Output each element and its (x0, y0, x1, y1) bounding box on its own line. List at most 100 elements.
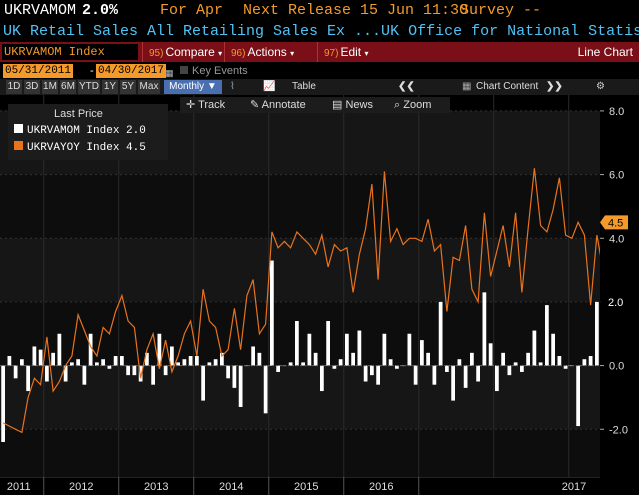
bar-mom (270, 260, 274, 366)
bar-mom (388, 359, 393, 366)
legend-item-yoy[interactable]: UKRVAYOY Index 4.5 (14, 141, 146, 154)
key-events-toggle[interactable]: Key Events (180, 63, 248, 79)
bar-mom (76, 359, 80, 366)
security-description: UK Retail Sales All Retailing Sales Ex .… (0, 22, 639, 42)
bar-mom (557, 356, 562, 366)
frequency-dropdown[interactable]: Monthly ▼ (164, 80, 222, 94)
bar-mom (163, 365, 168, 376)
x-tick-label: 2017 (562, 481, 586, 493)
legend-title: Last Price (54, 108, 103, 120)
bar-mom (457, 359, 462, 366)
security-input[interactable]: UKRVAMOM Index (2, 44, 138, 60)
y-tick-label: 4.0 (609, 233, 624, 245)
plot-band (0, 429, 600, 477)
edit-button[interactable]: 97) Edit ▾ (317, 42, 369, 62)
bar-mom (70, 362, 74, 366)
bar-mom (363, 365, 368, 382)
start-date-input[interactable]: 05/31/2011 (3, 64, 74, 78)
bar-mom (370, 365, 374, 376)
bar-mom (238, 365, 243, 407)
bar-mom (376, 365, 380, 385)
zoom-button[interactable]: ⌕ Zoom (394, 99, 432, 111)
period-max[interactable]: Max (138, 80, 160, 94)
bar-mom (338, 359, 343, 366)
end-date-input[interactable]: 04/30/2017 (96, 64, 167, 78)
bar-mom (107, 365, 112, 369)
bar-mom (13, 365, 18, 379)
period-5y[interactable]: 5Y (120, 80, 136, 94)
bar-mom (401, 365, 405, 367)
period-3d[interactable]: 3D (24, 80, 40, 94)
chart-plot-area[interactable] (0, 95, 600, 477)
bar-mom (307, 333, 312, 366)
chart-toolbar: UKRVAMOM Index 95) Compare ▾ 96) Actions ▾… (0, 42, 639, 62)
x-tick-label: 2016 (369, 481, 393, 493)
for-period: For Apr (160, 2, 224, 19)
bar-mom (513, 362, 518, 366)
bar-mom (232, 365, 237, 388)
bar-mom (51, 352, 55, 366)
compare-button[interactable]: 95) Compare ▾ (142, 42, 222, 62)
bar-mom (82, 365, 87, 385)
table-button[interactable]: Table (292, 81, 316, 92)
legend-item-mom[interactable]: UKRVAMOM Index 2.0 (14, 124, 146, 137)
bar-mom (426, 352, 430, 366)
expand-icon[interactable]: ❯❯ (546, 81, 563, 92)
actions-button[interactable]: 96) Actions ▾ (224, 42, 294, 62)
bar-mom (551, 333, 555, 366)
bar-mom (582, 359, 587, 366)
bar-mom (1, 365, 5, 442)
bar-mom (32, 346, 37, 366)
bar-mom (295, 321, 299, 366)
bar-mom (7, 356, 12, 366)
bar-mom (595, 301, 599, 366)
pencil-icon: ✎ (250, 99, 260, 111)
line-yoy (2, 168, 600, 434)
bar-mom (532, 330, 537, 366)
ticker-label: UKRVAMOM (4, 2, 77, 19)
x-tick-label: 2015 (294, 481, 318, 493)
bar-mom (188, 356, 193, 366)
bar-mom (313, 352, 318, 366)
bar-mom (470, 352, 474, 366)
bar-mom (501, 352, 505, 366)
bar-mom (26, 365, 30, 392)
collapse-icon[interactable]: ❮❮ (398, 81, 415, 92)
bar-mom (245, 365, 249, 367)
news-icon: ▤ (332, 99, 343, 111)
calendar-icon[interactable]: ▦ (165, 68, 174, 78)
gear-icon[interactable]: ⚙ (596, 81, 605, 92)
bar-mom (101, 359, 105, 366)
news-button[interactable]: ▤ News (332, 99, 373, 111)
bar-mom (63, 365, 68, 382)
plot-band (0, 238, 600, 302)
line-chart-icon[interactable]: ⌇ (230, 81, 235, 92)
plot-band (0, 301, 600, 366)
last-tag-mom-label: 2.0 (608, 297, 623, 309)
period-6m[interactable]: 6M (60, 80, 76, 94)
bar-mom (95, 362, 99, 366)
chart-style-icon[interactable]: 📈 (263, 81, 276, 92)
period-ytd[interactable]: YTD (78, 80, 100, 94)
last-tag-yoy-label: 4.5 (608, 217, 623, 229)
x-tick-label: 2014 (219, 481, 243, 493)
bar-mom (120, 356, 124, 366)
bar-mom (545, 305, 549, 366)
track-button[interactable]: ✛ Track (186, 99, 226, 111)
bar-mom (432, 365, 437, 385)
period-1d[interactable]: 1D (6, 80, 22, 94)
chart-legend: Last Price UKRVAMOM Index 2.0 UKRVAYOY I… (8, 104, 168, 160)
bar-mom (357, 330, 362, 366)
bar-mom (570, 365, 574, 367)
last-tag-mom (600, 294, 628, 309)
bar-mom (176, 362, 180, 366)
bar-mom (38, 349, 43, 366)
period-1m[interactable]: 1M (42, 80, 58, 94)
bar-mom (438, 301, 443, 366)
period-1y[interactable]: 1Y (102, 80, 118, 94)
chart-content-button[interactable]: Chart Content (476, 81, 539, 92)
chart-type-label[interactable]: Line Chart (577, 45, 633, 59)
bar-mom (520, 365, 524, 372)
bar-mom (326, 321, 330, 366)
annotate-button[interactable]: ✎ Annotate (250, 99, 306, 111)
